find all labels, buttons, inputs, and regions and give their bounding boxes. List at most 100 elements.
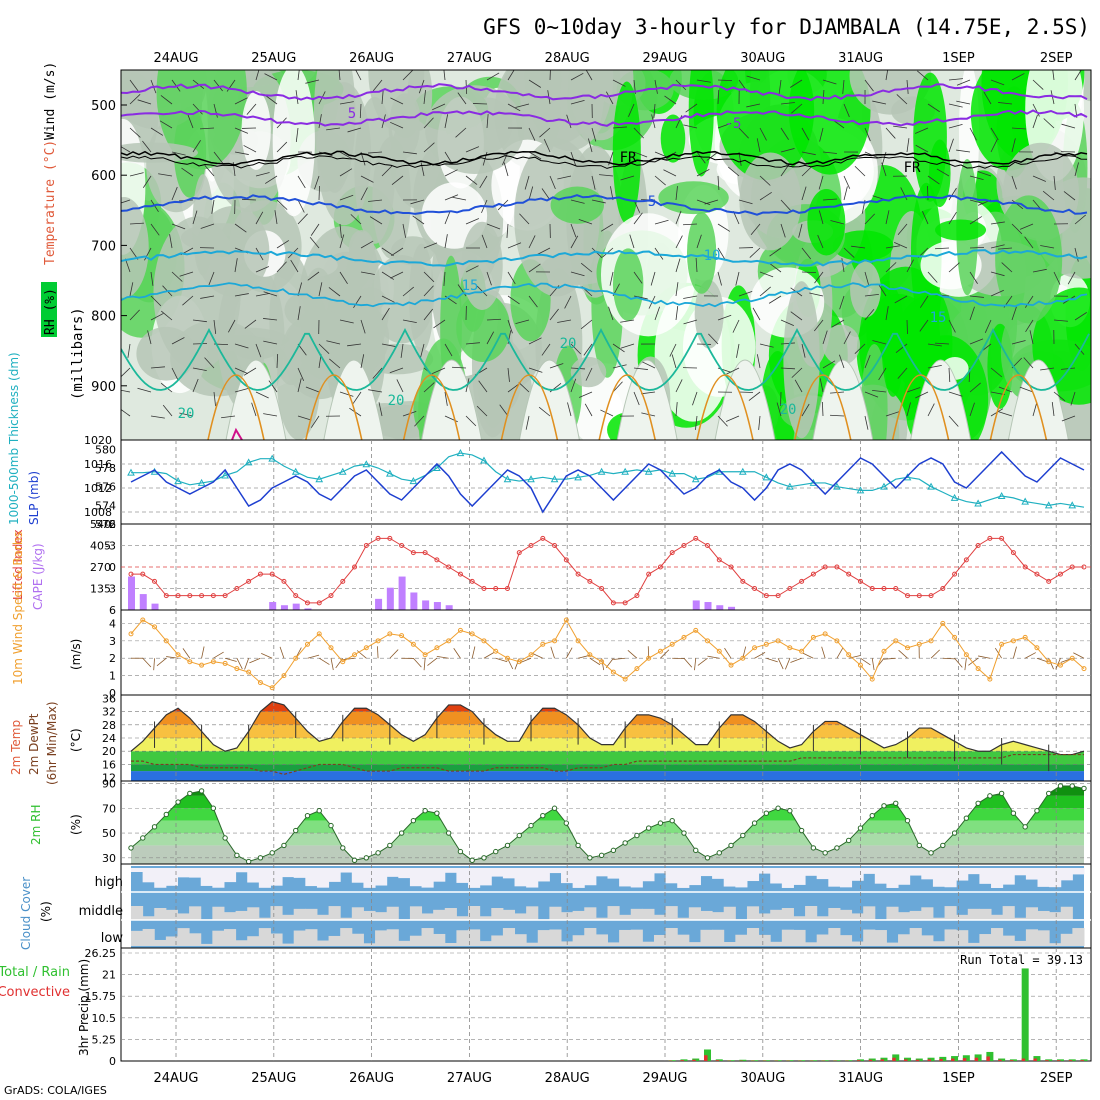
wind-barb [187,114,194,129]
wind-barb [402,319,417,323]
thickness-marker [1068,501,1077,509]
li-marker [199,593,205,599]
cloud-high-gap [142,868,155,883]
wind-barb [990,139,998,153]
li-marker [681,543,687,548]
label-wind: Wind (m/s) [43,62,58,140]
wind-barb [389,649,399,659]
wind-barb [801,247,812,260]
wind-barb [717,89,720,105]
wind-barb [251,402,257,417]
cloud-low-gap [886,942,899,946]
wind-barb [150,271,154,286]
wind-barb [780,367,795,370]
pressure-tick: 800 [91,310,116,325]
thickness-marker [762,473,771,481]
cape-li-panel: -6 -3 0 3 6 540 405 270 135 Lifted Index CAPE (J… [11,518,1092,617]
cloud-high-gap [282,868,295,878]
wind-barb [864,271,870,286]
wind-barb [276,141,288,153]
wind-barb [423,117,434,129]
cloud-low-gap [851,941,864,946]
wind-barb [525,415,530,430]
cloud-low-gap [212,930,225,946]
wind-barb [192,378,199,393]
wind-barb [885,245,900,249]
wind-barb [249,657,261,664]
wind-barb [161,310,173,321]
wind-barb [990,367,1003,378]
rh-blob [913,72,947,202]
cloud-high-gap [375,868,388,886]
contour-label: 5 [348,106,356,122]
cloud-high-gap [351,868,364,883]
wind-barb [613,657,626,660]
wind-barb [1029,330,1034,345]
cloud-mid-gap [479,916,492,920]
wind-barb [1025,319,1034,333]
wind-barb [326,340,341,345]
wind-barb [297,175,306,189]
cloud-low-gap [200,943,213,946]
rh-marker [540,812,546,819]
wind-barb [570,378,577,393]
wind-barb [234,258,238,273]
wind-barb [433,319,446,329]
wind-marker [657,648,663,654]
cloud-mid-gap [1014,917,1027,920]
rh-marker [234,852,240,859]
wind-barb [591,199,606,204]
wind-barb [675,186,678,201]
wind-barb [360,319,366,334]
wind-marker [881,648,887,654]
cloud-high-gap [956,868,969,881]
wind-marker [705,638,711,644]
cloud-low-gap [223,929,237,946]
cloud-low-gap [828,928,841,946]
wind-marker [1046,659,1052,665]
chart-title: GFS 0~10day 3-hourly for DJAMBALA (14.75… [483,15,1090,39]
wind-barb [841,258,845,273]
bottom-date-axis: 24AUG 25AUG 26AUG 27AUG 28AUG 29AUG 30AUG 31AUG… [153,1071,1072,1086]
wind-marker [1081,666,1087,672]
cloud-low-gap [723,942,736,946]
wind-barb [129,309,140,321]
rh-marker [857,825,864,831]
wind-marker [257,680,263,686]
wind-barb [570,100,585,105]
wind-barb [528,186,534,201]
cloud-mid-gap [607,906,620,920]
wind-barb [872,340,887,345]
rh-marker [198,788,205,794]
li-marker [999,535,1005,541]
wind-marker [316,631,322,637]
rh-marker [787,808,793,814]
contour-label: 10 [704,248,721,264]
wind-barb [627,650,638,659]
wind-barb [650,271,656,286]
wind-barb [1011,73,1025,81]
cloud-low-gap [293,930,306,946]
wind-barb [1053,391,1066,402]
contour-15 [121,282,1088,308]
wind-marker [799,648,805,654]
li-marker [540,535,546,541]
wind-marker [775,638,781,644]
cloud-mid-gap [979,908,992,920]
wind-barb [213,651,224,659]
cloud-mid-gap [781,908,794,920]
wind-barb [143,175,152,188]
rh-marker [516,832,522,839]
cloud-high-gap [1049,868,1062,888]
wind-barb [486,271,492,286]
rh-marker [834,845,840,851]
wind-barb [444,391,448,406]
wind-barb [502,151,509,166]
date-label-bottom: 27AUG [447,1071,492,1086]
cloud-mid-gap [1049,912,1062,920]
wind-barb [444,114,449,129]
wind-barb [819,378,824,393]
rh-marker [645,825,652,831]
wind-barb [319,657,330,665]
wind-barb [507,319,513,334]
